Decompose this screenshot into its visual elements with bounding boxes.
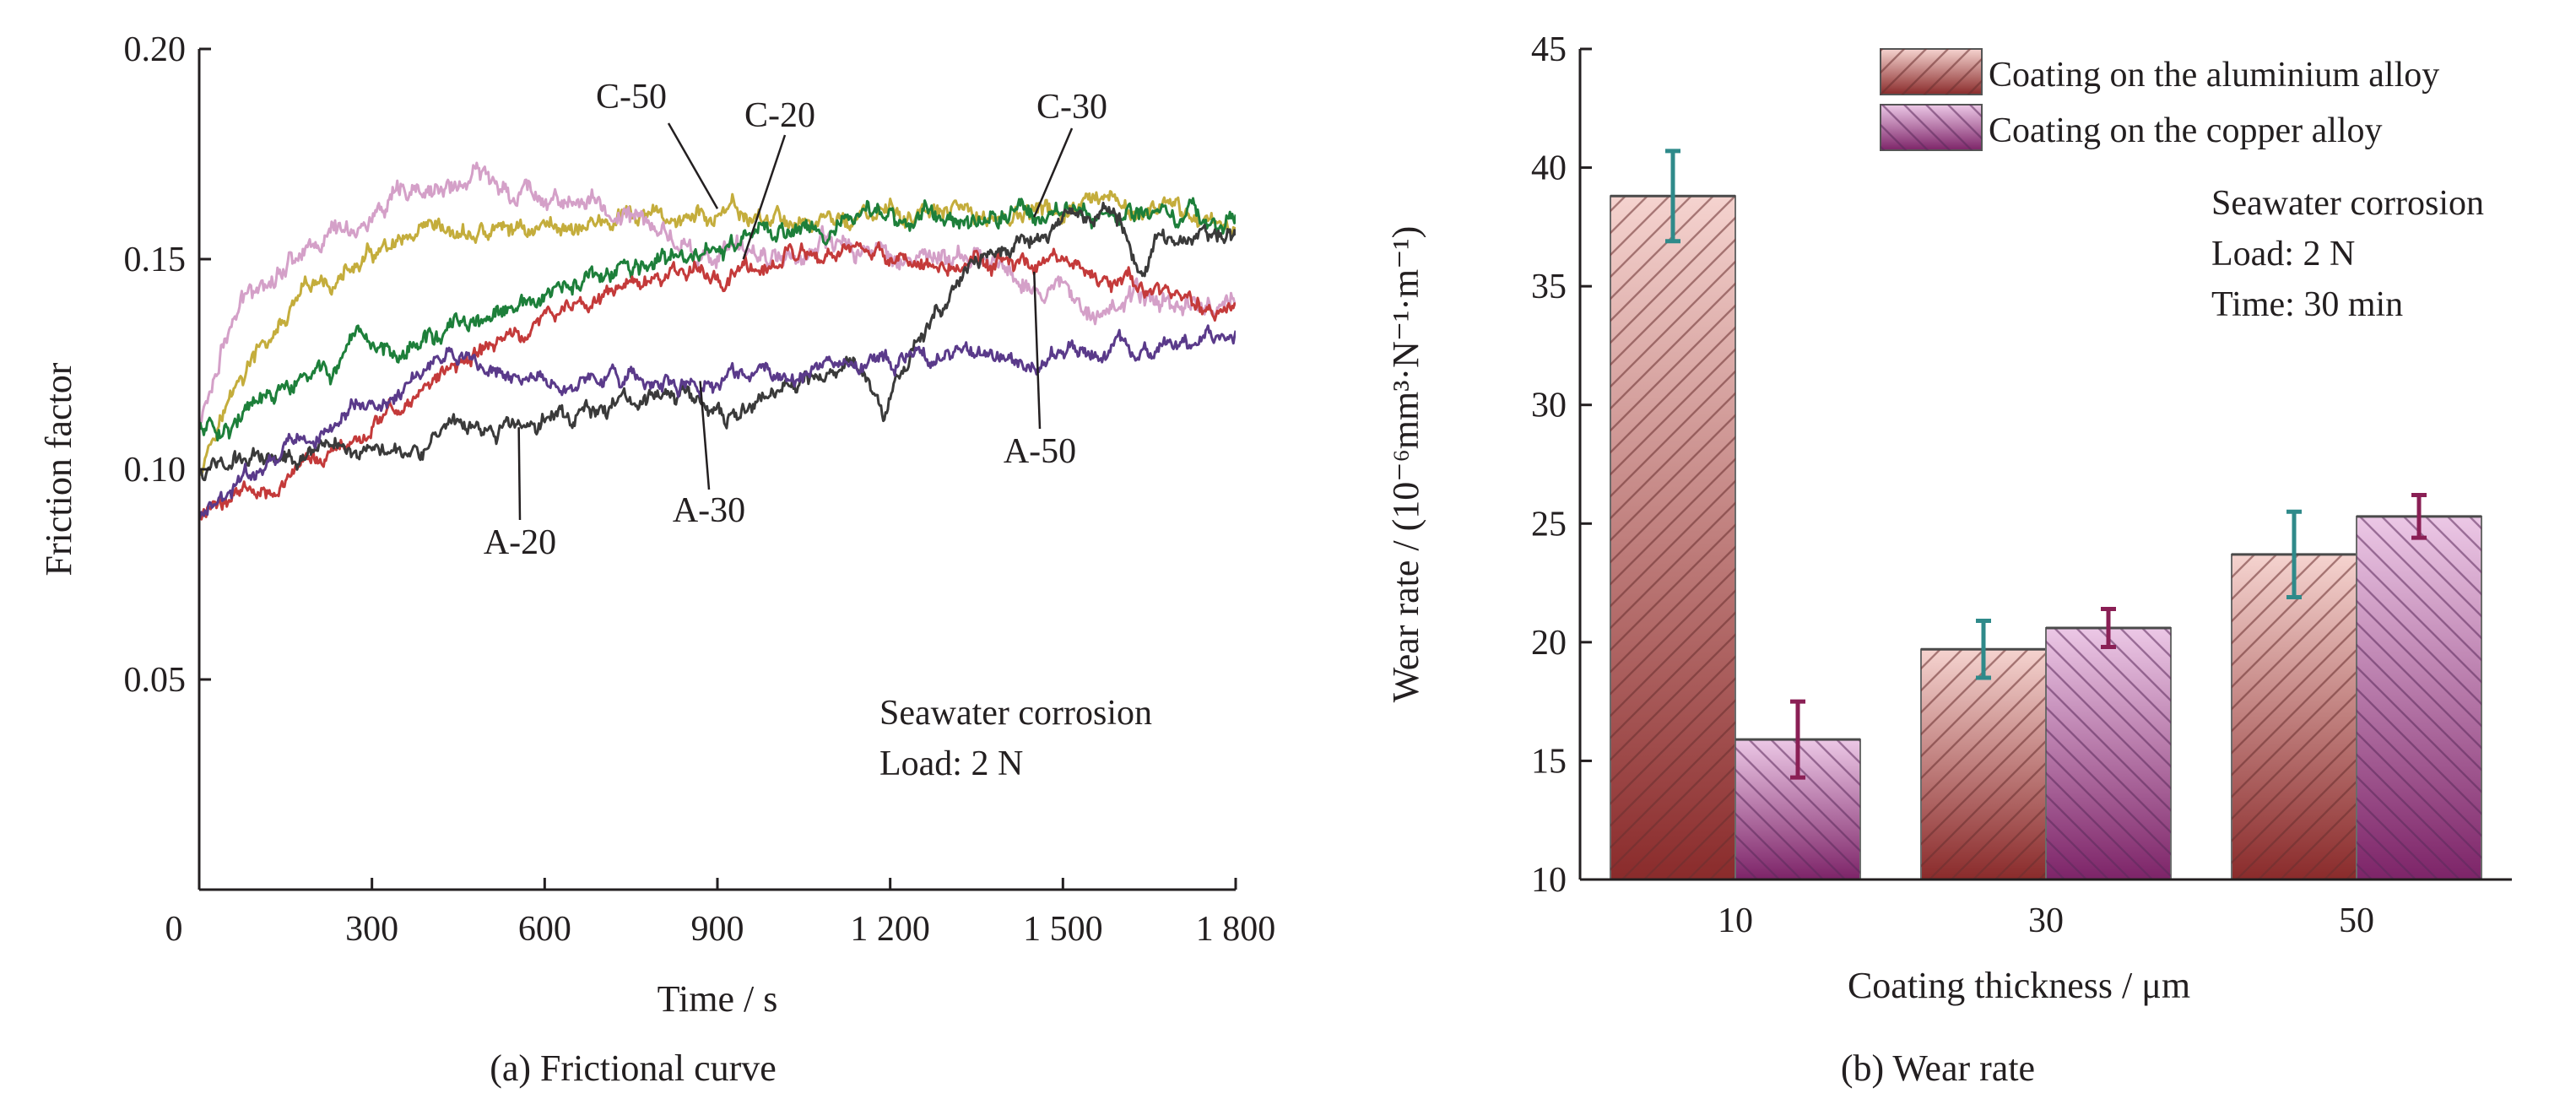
bar-hatch — [1921, 649, 2046, 880]
x-tick-label: 1 200 — [850, 910, 930, 949]
series-label-a-30: A-30 — [673, 491, 745, 530]
x-tick-label: 0 — [165, 910, 183, 949]
frictional-curve-panel: 0.05 0.10 0.15 0.20 0 300 600 900 1 200 1 500 1 8… — [38, 30, 1275, 1089]
series-line-a-50 — [199, 241, 1236, 521]
x-tick-label: 1 500 — [1023, 910, 1103, 949]
callout-line — [517, 427, 522, 521]
y-tick-label: 20 — [1531, 624, 1567, 663]
callout-line — [699, 381, 711, 490]
wear-rate-panel: 10 15 20 25 30 35 40 45 10 30 50 Wear rate / (10⁻… — [1385, 30, 2512, 1089]
x-tick-label: 30 — [2028, 901, 2064, 940]
y-tick-label: 35 — [1531, 268, 1567, 306]
y-tick-label: 15 — [1531, 742, 1567, 781]
y-ticks: 10 15 20 25 30 35 40 45 — [1531, 30, 1592, 900]
y-tick-label: 0.10 — [124, 451, 187, 490]
x-tick-label: 10 — [1718, 901, 1753, 940]
test-condition-line: Load: 2 N — [879, 744, 1023, 783]
y-tick-label: 40 — [1531, 149, 1567, 188]
bar-group — [1610, 149, 2482, 881]
test-condition-line: Time: 30 min — [2211, 285, 2403, 324]
x-tick-label: 600 — [518, 910, 571, 949]
callout-line — [667, 122, 719, 209]
x-ticks: 10 30 50 — [1718, 901, 2374, 940]
legend: Coating on the aluminium alloy Coating o… — [1880, 48, 2439, 151]
bar-hatch — [2357, 516, 2481, 880]
y-tick-label: 0.05 — [124, 661, 187, 700]
bar-hatch — [1610, 196, 1735, 880]
x-tick-label: 900 — [691, 910, 744, 949]
series-label-a-20: A-20 — [484, 523, 556, 562]
y-tick-label: 30 — [1531, 387, 1567, 425]
legend-swatch-hatch — [1881, 105, 1982, 150]
series-label-c-20: C-20 — [744, 96, 815, 135]
y-tick-label: 10 — [1531, 861, 1567, 900]
test-condition-line: Seawater corrosion — [2211, 184, 2484, 223]
panel-caption: (a) Frictional curve — [490, 1047, 777, 1089]
test-condition-line: Seawater corrosion — [879, 694, 1152, 733]
x-axis-title: Time / s — [658, 978, 778, 1020]
series-label-c-50: C-50 — [596, 78, 667, 116]
friction-series-group — [199, 161, 1236, 521]
x-ticks: 0 300 600 900 1 200 1 500 1 800 — [165, 878, 1276, 949]
series-labels: C-50 C-20 C-30 A-50 A-20 A-30 — [484, 78, 1107, 562]
series-line-c-20 — [199, 161, 1236, 426]
legend-label-aluminium: Coating on the aluminium alloy — [1989, 56, 2439, 95]
callout-line — [1033, 127, 1074, 218]
y-axis-title: Wear rate / (10⁻⁶mm³·N⁻¹·m⁻¹) — [1385, 226, 1426, 703]
bar-hatch — [2232, 554, 2357, 880]
y-tick-label: 0.20 — [124, 30, 187, 69]
y-tick-label: 45 — [1531, 30, 1567, 69]
x-tick-label: 1 800 — [1196, 910, 1276, 949]
x-axis-title: Coating thickness / μm — [1848, 965, 2190, 1006]
series-label-a-50: A-50 — [1004, 432, 1076, 471]
series-label-c-30: C-30 — [1036, 88, 1107, 127]
y-tick-label: 0.15 — [124, 241, 187, 279]
legend-label-copper: Coating on the copper alloy — [1989, 111, 2383, 150]
x-tick-label: 50 — [2339, 901, 2374, 940]
y-tick-label: 25 — [1531, 505, 1567, 544]
callout-line — [1032, 271, 1042, 430]
y-ticks: 0.05 0.10 0.15 0.20 — [124, 30, 211, 700]
test-condition-line: Load: 2 N — [2211, 235, 2355, 273]
y-axis-title: Friction factor — [38, 362, 79, 576]
series-line-a-20 — [199, 201, 1236, 482]
bar-hatch — [2046, 627, 2171, 880]
legend-swatch-hatch — [1881, 49, 1982, 95]
callout-line — [742, 134, 787, 260]
panel-caption: (b) Wear rate — [1841, 1047, 2035, 1089]
x-tick-label: 300 — [345, 910, 398, 949]
series-line-a-30 — [199, 324, 1236, 521]
